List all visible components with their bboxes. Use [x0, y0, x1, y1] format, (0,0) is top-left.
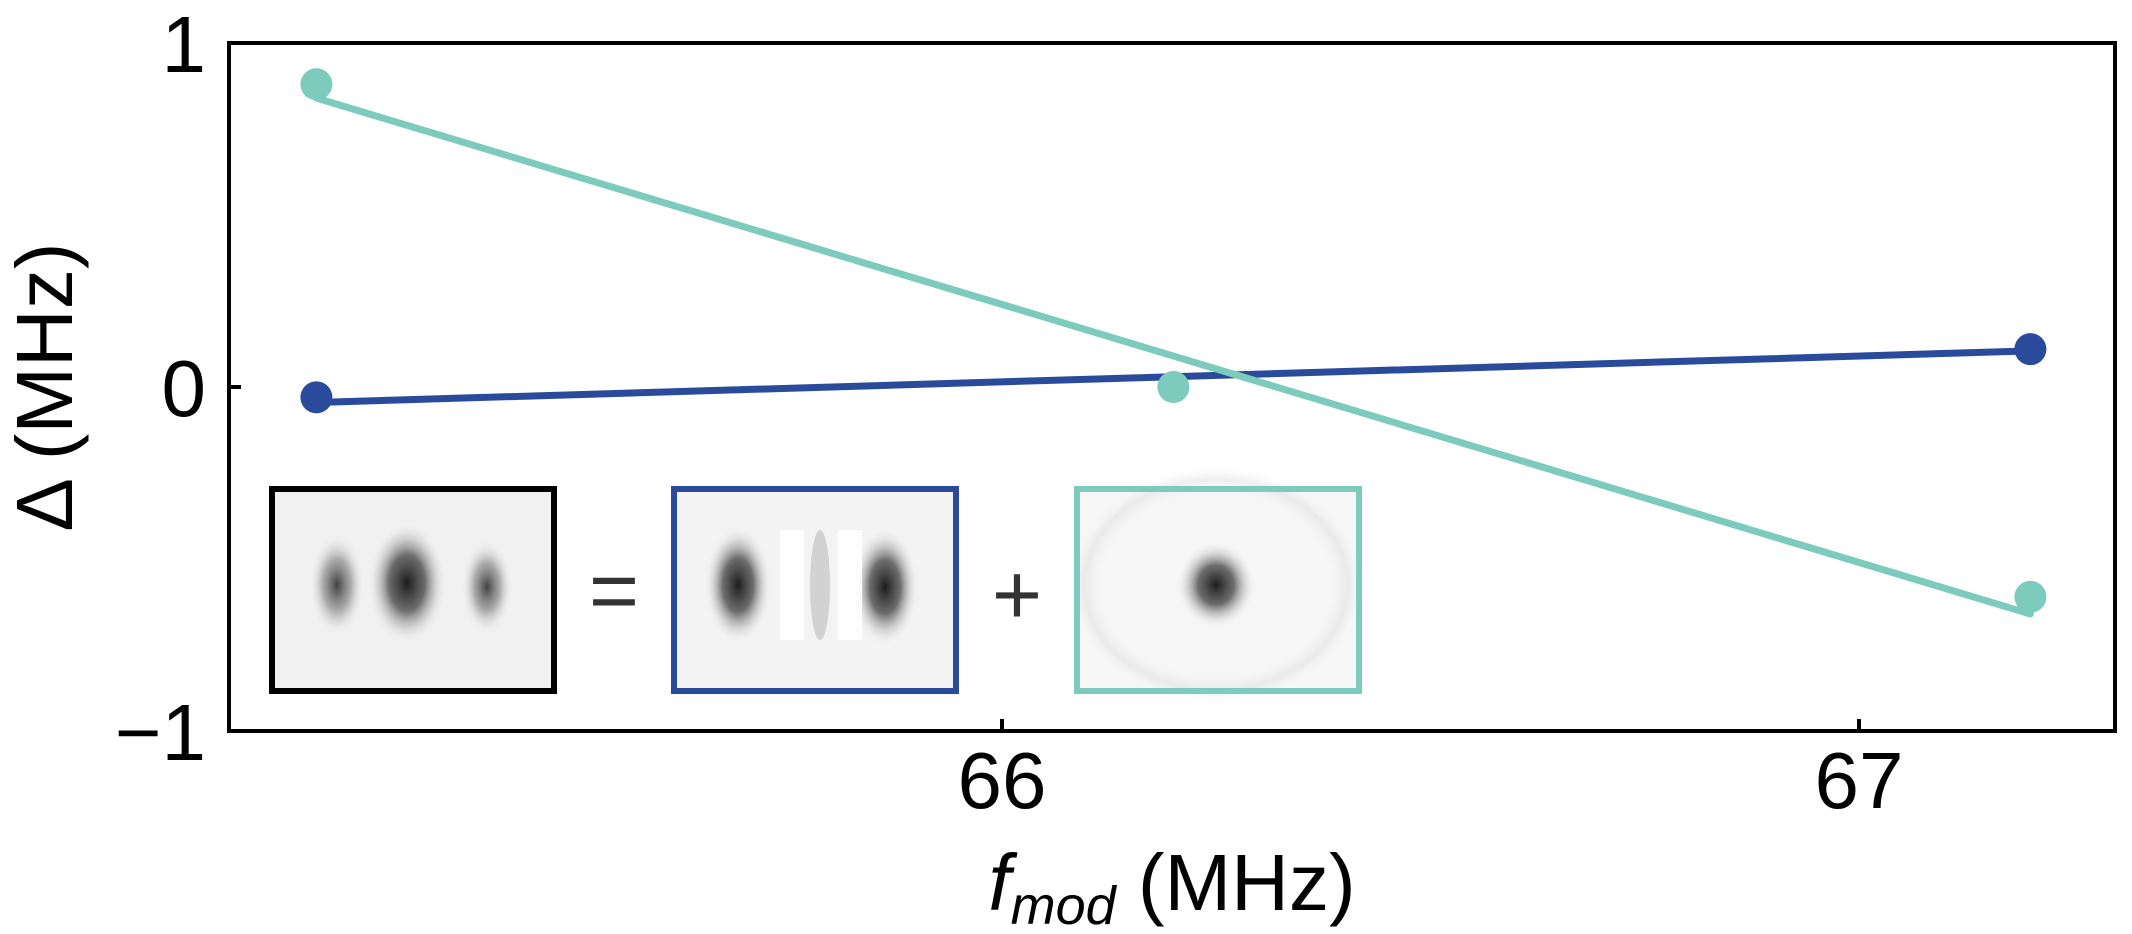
- inset-frame-blue: [671, 486, 959, 694]
- x-axis-label-sub: mod: [1011, 876, 1118, 934]
- y-tick-label-bottom: −1: [115, 688, 206, 777]
- equals-sign: =: [589, 543, 639, 639]
- inset-frame-total: [269, 486, 557, 694]
- inset: = +: [269, 465, 1366, 705]
- y-tick-label-top: 1: [162, 0, 207, 89]
- y-tick-label-zero: 0: [162, 344, 207, 433]
- plus-sign: +: [992, 547, 1042, 643]
- series-layer: [300, 68, 2047, 618]
- series-0-point-1: [2014, 333, 2047, 366]
- x-axis-label-unit: (MHz): [1116, 838, 1356, 927]
- series-1-fit-line: [312, 94, 2034, 618]
- series-1-point-0: [300, 68, 333, 101]
- y-axis-label: Δ (MHz): [0, 243, 89, 532]
- series-1-point-2: [2014, 580, 2047, 613]
- x-tick-label-66: 66: [958, 736, 1047, 825]
- x-ticks: [1000, 719, 1861, 731]
- x-tick-label-67: 67: [1815, 736, 1904, 825]
- inset-frame-teal: [1074, 486, 1362, 694]
- inset-panel-total: [269, 486, 557, 694]
- x-axis-label: fmod (MHz): [988, 838, 1355, 934]
- inset-panel-teal: [1066, 465, 1366, 705]
- series-0-point-0: [300, 381, 333, 414]
- series-1-point-1: [1157, 371, 1190, 403]
- y-ticks: [229, 41, 241, 733]
- inset-panel-blue: [671, 486, 959, 694]
